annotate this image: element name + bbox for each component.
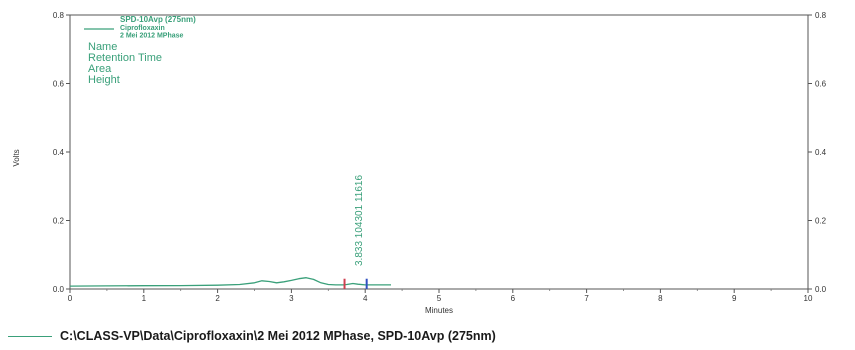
field-area: Area [88, 63, 112, 75]
baseline-marks [343, 278, 368, 289]
peak-fields: Name Retention Time Area Height [88, 41, 162, 86]
x-tick-label-2: 2 [215, 294, 220, 303]
y-axis-left-ticks: 0.0 0.2 0.4 0.6 0.8 [53, 11, 70, 294]
field-name: Name [88, 41, 117, 53]
y-left-tick-label-0.6: 0.6 [53, 80, 65, 89]
field-retention-time: Retention Time [88, 52, 162, 64]
y-left-tick-label-0.4: 0.4 [53, 148, 65, 157]
y-left-tick-label-0.0: 0.0 [53, 285, 65, 294]
y-left-tick-label-0.2: 0.2 [53, 217, 65, 226]
legend-line-1: Ciprofloxaxin [120, 25, 165, 32]
x-tick-label-9: 9 [732, 294, 737, 303]
chromatogram-chart: 0 1 2 3 4 5 6 7 8 9 10 0.00.20.40.60.8 0.00.20.40.… [12, 11, 827, 315]
footer-legend: C:\CLASS-VP\Data\Ciprofloxaxin\2 Mei 201… [8, 328, 496, 344]
footer-swatch [8, 335, 52, 337]
y-right-tick-label-0.6: 0.6 [815, 80, 827, 89]
x-tick-label-4: 4 [363, 294, 368, 303]
series-layer [69, 277, 391, 287]
y-left-tick-label-0.8: 0.8 [53, 11, 65, 20]
x-tick-label-7: 7 [584, 294, 589, 303]
y-right-tick-label-0.0: 0.0 [815, 285, 827, 294]
series-line-0 [69, 277, 391, 287]
legend-title: SPD-10Avp (275nm) [120, 15, 196, 24]
x-tick-label-0: 0 [68, 294, 73, 303]
field-height: Height [88, 74, 120, 86]
plot-frame [69, 14, 809, 290]
peak-label: 3.833 104301 11616 [354, 175, 365, 266]
x-tick-label-8: 8 [658, 294, 663, 303]
footer-file-path: C:\CLASS-VP\Data\Ciprofloxaxin\2 Mei 201… [60, 329, 496, 343]
x-axis-ticks: 0 1 2 3 4 5 6 7 8 9 10 [68, 289, 813, 303]
x-tick-label-6: 6 [511, 294, 516, 303]
x-tick-label-10: 10 [804, 294, 813, 303]
y-right-tick-label-0.4: 0.4 [815, 148, 827, 157]
x-axis-title: Minutes [425, 306, 453, 315]
legend-line-2: 2 Mei 2012 MPhase [120, 33, 184, 40]
x-tick-label-1: 1 [142, 294, 147, 303]
y-axis-right-ticks: 0.0 0.2 0.4 0.6 0.8 [808, 11, 827, 294]
x-tick-label-5: 5 [437, 294, 442, 303]
y-right-tick-label-0.2: 0.2 [815, 217, 827, 226]
y-axis-title: Volts [12, 149, 21, 166]
x-tick-label-3: 3 [289, 294, 294, 303]
legend: SPD-10Avp (275nm) Ciprofloxaxin 2 Mei 20… [84, 15, 196, 40]
y-right-tick-label-0.8: 0.8 [815, 11, 827, 20]
